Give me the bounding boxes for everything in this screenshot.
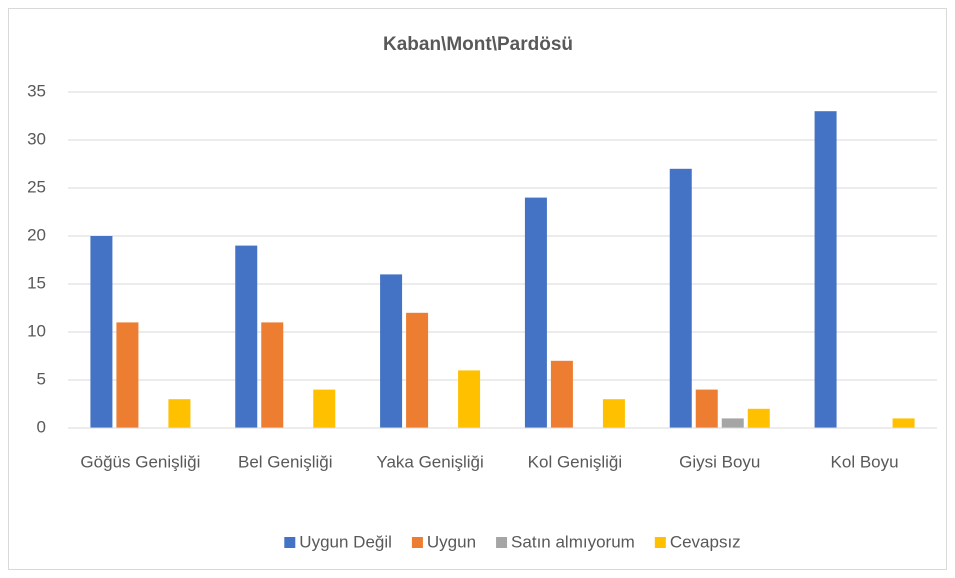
bar: [721, 418, 744, 428]
x-tick-label: Göğüs Genişliği: [80, 452, 200, 471]
bar: [524, 197, 547, 428]
bar: [90, 236, 113, 428]
legend-label: Uygun: [427, 532, 476, 551]
legend-label: Uygun Değil: [299, 532, 392, 551]
legend-swatch: [496, 537, 508, 548]
legend-swatch: [284, 537, 296, 548]
bar: [235, 245, 258, 428]
x-tick-label: Yaka Genişliği: [376, 452, 483, 471]
bar: [261, 322, 284, 428]
bar: [168, 399, 191, 428]
y-tick-label: 20: [27, 225, 46, 244]
legend-label: Satın almıyorum: [511, 532, 635, 551]
y-tick-label: 10: [27, 321, 46, 340]
legend-item: Satın almıyorum: [496, 532, 635, 551]
bar: [380, 274, 403, 428]
legend-item: Cevapsız: [654, 532, 741, 551]
y-tick-label: 25: [27, 177, 46, 196]
bar: [814, 111, 837, 428]
bar: [669, 168, 692, 429]
chart-border: [8, 8, 947, 570]
bar: [458, 370, 481, 428]
x-tick-label: Bel Genişliği: [238, 452, 333, 471]
bar: [695, 389, 718, 428]
y-tick-label: 0: [37, 417, 46, 436]
y-tick-label: 15: [27, 273, 46, 292]
bar: [550, 360, 573, 428]
x-tick-label: Giysi Boyu: [679, 452, 760, 471]
bar: [313, 389, 336, 428]
legend-swatch: [411, 537, 423, 548]
legend-item: Uygun Değil: [284, 532, 392, 551]
legend-label: Cevapsız: [670, 532, 741, 551]
bar: [747, 408, 770, 428]
y-tick-label: 35: [27, 81, 46, 100]
x-tick-label: Kol Boyu: [831, 452, 899, 471]
x-tick-label: Kol Genişliği: [528, 452, 623, 471]
legend-swatch: [654, 537, 666, 548]
bar: [602, 399, 625, 428]
y-tick-label: 5: [37, 369, 46, 388]
y-tick-label: 30: [27, 129, 46, 148]
legend-item: Uygun: [411, 532, 476, 551]
bar: [116, 322, 139, 428]
bar: [892, 418, 915, 428]
chart-title: Kaban\Mont\Pardösü: [383, 34, 573, 55]
bar: [406, 312, 429, 428]
